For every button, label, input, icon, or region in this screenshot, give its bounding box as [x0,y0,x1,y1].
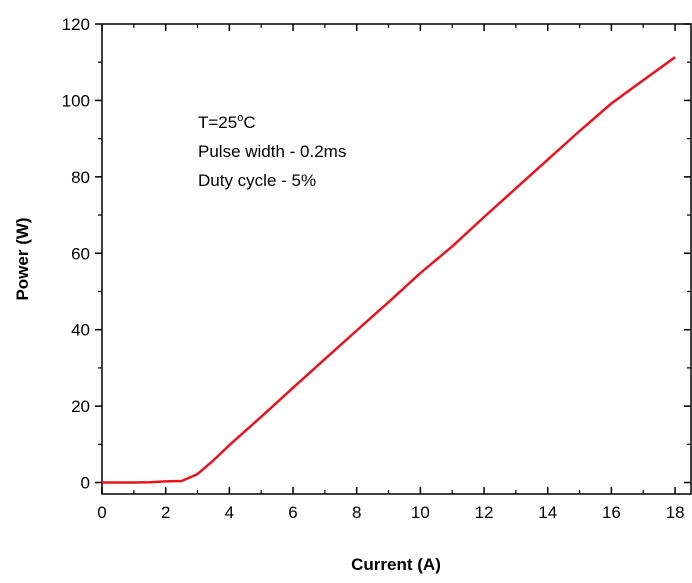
annotation-duty-cycle: Duty cycle - 5% [198,171,316,190]
x-tick-label: 2 [161,503,170,522]
x-tick-label: 4 [225,503,234,522]
x-axis: 0 2 4 6 8 10 12 14 16 18 [97,24,685,522]
power-series-line [102,56,676,484]
y-tick-label: 0 [81,474,90,493]
x-tick-label: 8 [352,503,361,522]
annotation-pulse-width: Pulse width - 0.2ms [198,142,346,161]
plot-frame [101,23,692,495]
x-tick-label: 18 [666,503,685,522]
y-axis: 0 20 40 60 80 100 120 [62,15,691,493]
y-tick-label: 60 [71,244,90,263]
x-tick-label: 6 [288,503,297,522]
x-tick-label: 12 [475,503,494,522]
annotation-temperature: T=25oC [198,112,256,132]
y-tick-label: 100 [62,91,90,110]
x-tick-label: 14 [538,503,557,522]
x-tick-label: 0 [97,503,106,522]
y-tick-label: 20 [71,397,90,416]
y-axis-title: Power (W) [13,217,32,300]
x-tick-label: 10 [411,503,430,522]
x-axis-title: Current (A) [351,555,441,574]
y-tick-label: 80 [71,168,90,187]
x-tick-label: 16 [602,503,621,522]
y-tick-label: 120 [62,15,90,34]
y-tick-label: 40 [71,321,90,340]
